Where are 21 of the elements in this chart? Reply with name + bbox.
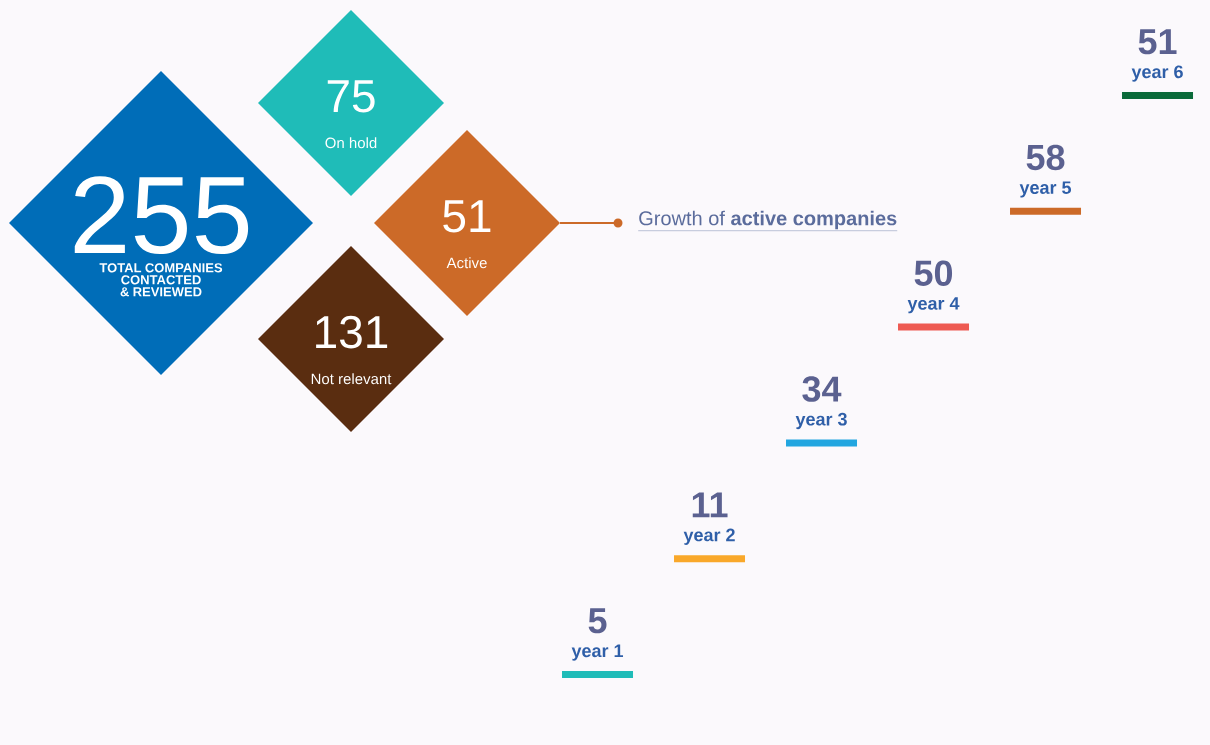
category-label: year 5 bbox=[1019, 181, 1072, 198]
data-label: 255 bbox=[74, 176, 249, 255]
data-label: 5 bbox=[588, 608, 607, 634]
data-label: 50 bbox=[914, 260, 953, 286]
category-label: year 2 bbox=[683, 528, 735, 545]
text: Growth of active companies bbox=[639, 210, 897, 230]
category-label: year 6 bbox=[1131, 65, 1183, 82]
data-label: 75 bbox=[327, 80, 375, 113]
category-label: Active bbox=[446, 257, 487, 269]
data-label: 34 bbox=[802, 376, 842, 402]
category-label: TOTAL COMPANIES CONTACTED & REVIEWED bbox=[99, 263, 223, 297]
data-label: 51 bbox=[443, 200, 491, 233]
category-label: year 3 bbox=[795, 412, 847, 430]
data-label: 58 bbox=[1026, 144, 1065, 171]
category-label: year 4 bbox=[907, 297, 960, 314]
data-label: 131 bbox=[316, 315, 388, 349]
data-label: 51 bbox=[1138, 29, 1177, 55]
data-label: 11 bbox=[692, 492, 728, 518]
category-label: On hold bbox=[325, 137, 377, 149]
category-label: Not relevant bbox=[311, 373, 392, 385]
category-label: year 1 bbox=[571, 644, 624, 661]
